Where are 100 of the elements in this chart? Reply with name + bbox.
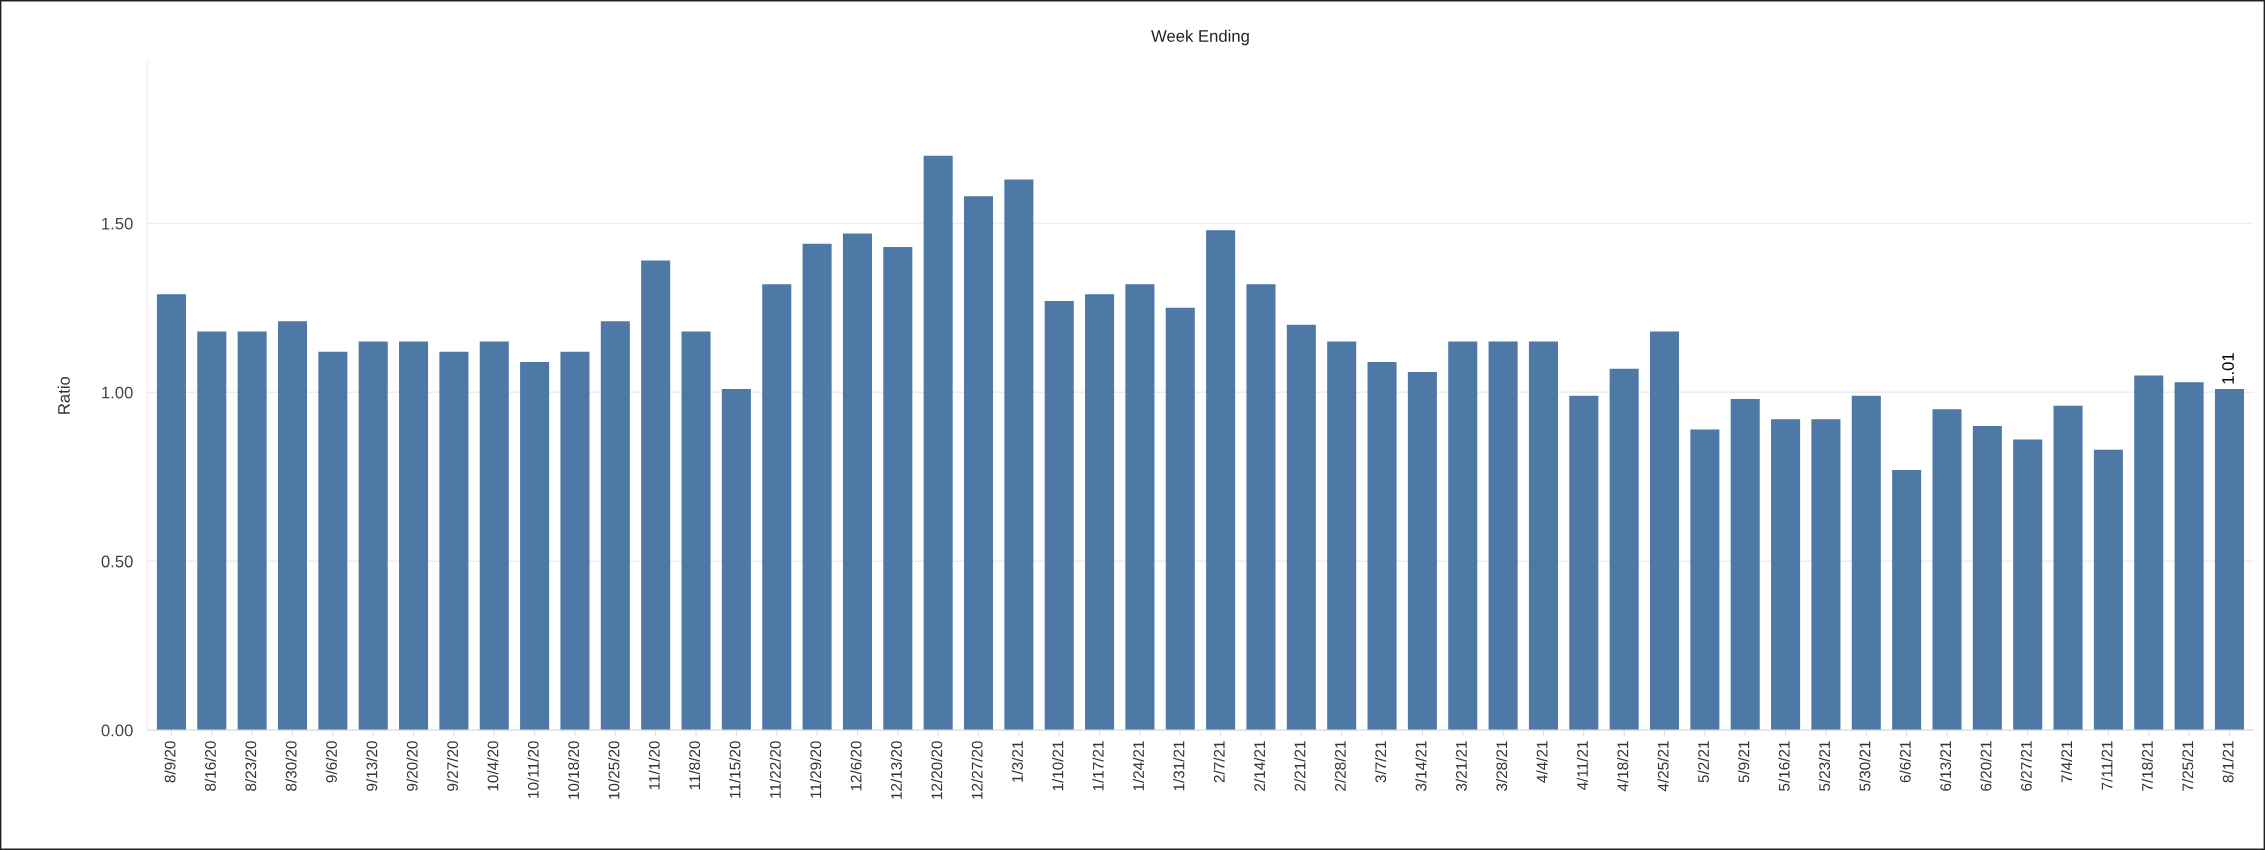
x-tick-label: 8/23/20 bbox=[245, 741, 257, 791]
x-tick-label: 12/27/20 bbox=[971, 741, 983, 799]
x-tick-label: 11/8/20 bbox=[688, 741, 701, 790]
x-tick-label: 2/28/21 bbox=[1334, 741, 1346, 791]
bar bbox=[923, 155, 953, 731]
bar bbox=[721, 388, 751, 731]
x-tick-label: 8/1/21 bbox=[2222, 741, 2234, 783]
bar bbox=[197, 331, 227, 731]
bar bbox=[1448, 341, 1478, 731]
bar bbox=[2134, 375, 2164, 731]
bar bbox=[1286, 324, 1316, 731]
bar bbox=[2214, 388, 2244, 731]
bar bbox=[2013, 439, 2043, 731]
x-tick-label: 3/7/21 bbox=[1374, 741, 1387, 783]
x-tick-label: 9/6/20 bbox=[325, 741, 337, 783]
x-tick-label: 11/29/20 bbox=[809, 741, 822, 798]
bar bbox=[1165, 307, 1195, 731]
y-tick-label: 0.50 bbox=[101, 555, 133, 568]
x-tick-label: 10/11/20 bbox=[527, 741, 539, 798]
x-tick-label: 9/20/20 bbox=[406, 741, 418, 791]
bar bbox=[600, 321, 630, 731]
bar bbox=[1246, 284, 1276, 731]
bar bbox=[277, 321, 308, 731]
bar bbox=[842, 233, 872, 731]
bar bbox=[1407, 372, 1437, 731]
x-tick-label: 12/20/20 bbox=[931, 741, 943, 799]
x-tick-label: 1/31/21 bbox=[1173, 741, 1185, 791]
bar bbox=[1972, 426, 2002, 731]
y-tick-label: 1.00 bbox=[102, 386, 133, 399]
bar bbox=[1327, 341, 1357, 731]
x-tick-label: 1/3/21 bbox=[1011, 741, 1023, 782]
x-tick-label: 6/6/21 bbox=[1899, 741, 1911, 783]
bar bbox=[1811, 419, 1841, 731]
y-tick-label: 1.50 bbox=[102, 217, 133, 230]
x-tick-label: 1/17/21 bbox=[1092, 741, 1104, 791]
x-tick-label: 11/1/20 bbox=[648, 741, 660, 790]
bar bbox=[883, 247, 913, 731]
x-tick-label: 11/22/20 bbox=[769, 741, 781, 798]
bar bbox=[1932, 409, 1962, 731]
x-tick-label: 12/6/20 bbox=[850, 741, 862, 791]
x-tick-label: 6/27/21 bbox=[2020, 741, 2032, 791]
x-tick-label: 4/18/21 bbox=[1617, 741, 1629, 792]
x-tick-label: 7/11/21 bbox=[2101, 741, 2113, 790]
bar bbox=[641, 260, 671, 731]
bar bbox=[1649, 331, 1680, 731]
x-tick-label: 2/21/21 bbox=[1294, 741, 1306, 791]
bar bbox=[1085, 294, 1115, 731]
bar bbox=[1569, 395, 1599, 731]
x-tick-label: 10/25/20 bbox=[608, 741, 620, 799]
x-tick-label: 5/2/21 bbox=[1697, 741, 1709, 783]
bar bbox=[156, 294, 186, 731]
bar bbox=[2093, 449, 2123, 731]
x-tick-label: 6/20/21 bbox=[1980, 741, 1992, 791]
x-tick-label: 4/11/21 bbox=[1576, 741, 1588, 791]
x-tick-label: 9/27/20 bbox=[446, 741, 459, 791]
x-tick-label: 3/21/21 bbox=[1455, 741, 1467, 791]
x-tick-label: 8/9/20 bbox=[164, 741, 176, 783]
bar bbox=[1044, 301, 1074, 731]
bar bbox=[963, 196, 994, 731]
x-tick-label: 7/25/21 bbox=[2181, 741, 2194, 791]
bar bbox=[318, 351, 348, 731]
x-tick-label: 11/15/20 bbox=[729, 741, 741, 798]
x-tick-label: 5/23/21 bbox=[1818, 741, 1831, 791]
bar bbox=[1125, 284, 1155, 731]
bar bbox=[2053, 405, 2083, 731]
x-tick-label: 5/30/21 bbox=[1859, 741, 1871, 791]
data-label: 1.01 bbox=[2222, 353, 2234, 384]
bar bbox=[2174, 382, 2204, 731]
x-tick-label: 2/14/21 bbox=[1253, 741, 1266, 791]
bar bbox=[1892, 470, 1922, 731]
x-tick-label: 2/7/21 bbox=[1213, 741, 1225, 783]
bar bbox=[1206, 230, 1236, 731]
bar bbox=[1488, 341, 1518, 731]
bar bbox=[1609, 368, 1639, 731]
bar bbox=[1730, 399, 1760, 731]
x-tick-label: 7/18/21 bbox=[2141, 741, 2153, 791]
x-tick-label: 5/9/21 bbox=[1738, 741, 1750, 783]
bar bbox=[802, 243, 832, 731]
bar bbox=[520, 361, 550, 731]
y-axis-title: Ratio bbox=[57, 376, 70, 414]
bar bbox=[762, 284, 792, 731]
x-tick-label: 12/13/20 bbox=[890, 741, 902, 799]
bar bbox=[1771, 419, 1801, 731]
x-tick-label: 9/13/20 bbox=[366, 741, 378, 791]
y-tick-label: 0.00 bbox=[101, 724, 133, 737]
x-tick-label: 7/4/21 bbox=[2060, 741, 2073, 783]
x-tick-label: 10/4/20 bbox=[487, 741, 499, 791]
bar bbox=[479, 341, 509, 731]
bar bbox=[1528, 341, 1558, 731]
bar bbox=[399, 341, 429, 731]
chart-title: Week Ending bbox=[1151, 29, 1249, 46]
x-tick-label: 8/30/20 bbox=[285, 741, 297, 791]
x-tick-label: 1/10/21 bbox=[1052, 741, 1064, 791]
bar bbox=[358, 341, 388, 731]
x-tick-label: 8/16/20 bbox=[204, 741, 216, 791]
x-tick-label: 1/24/21 bbox=[1132, 741, 1145, 791]
x-tick-label: 3/28/21 bbox=[1495, 741, 1508, 791]
bar bbox=[1690, 429, 1720, 731]
x-tick-label: 4/4/21 bbox=[1536, 741, 1548, 783]
x-tick-label: 3/14/21 bbox=[1415, 741, 1427, 791]
